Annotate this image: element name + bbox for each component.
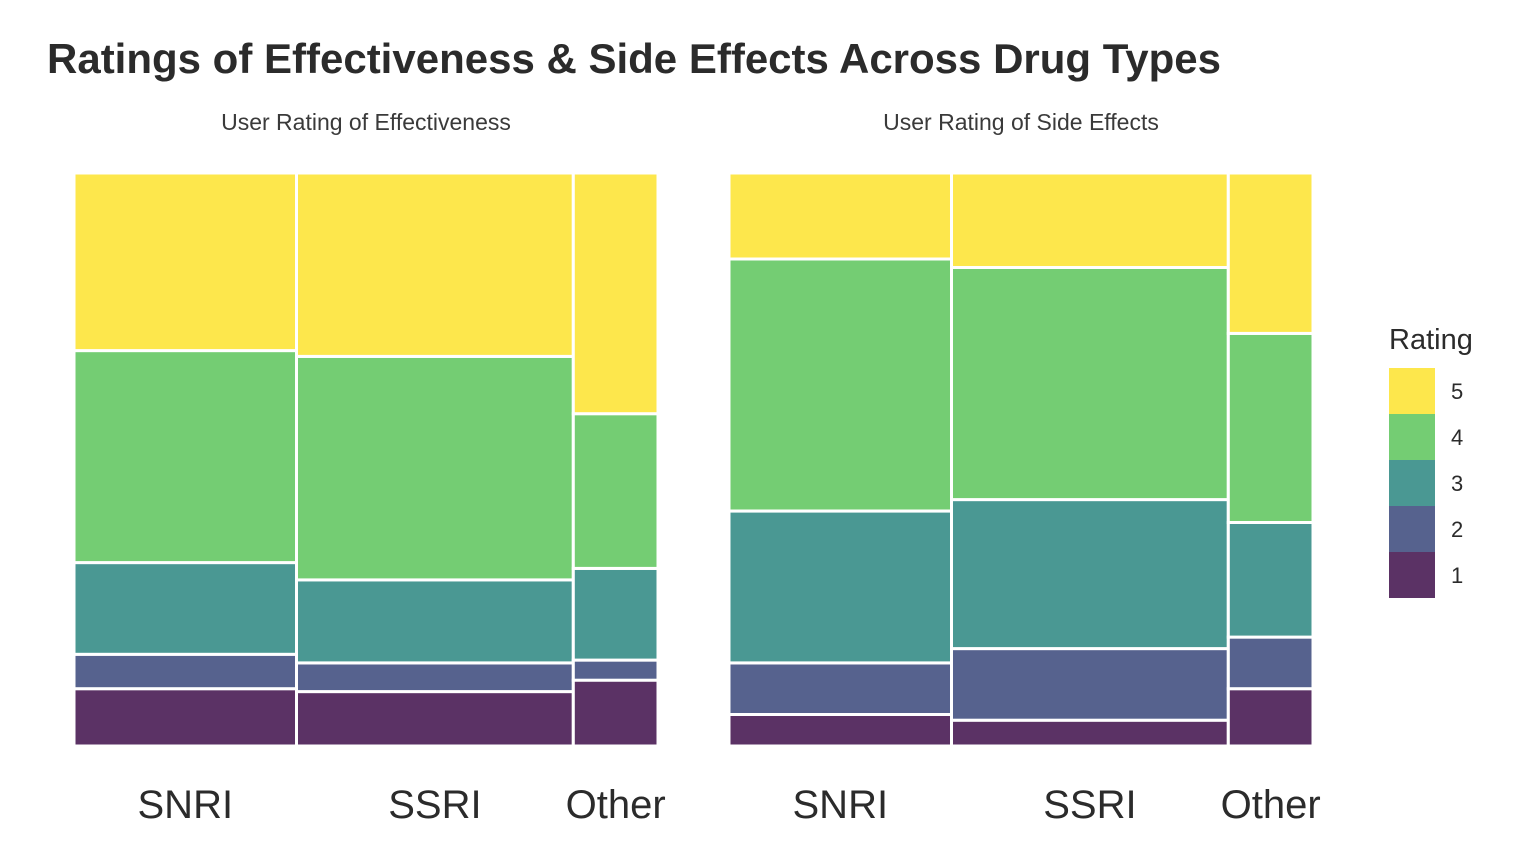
- tiles-side-effects: [727, 171, 1315, 748]
- tile-snri-rating-5: [72, 171, 298, 353]
- panel-title-effectiveness: User Rating of Effectiveness: [221, 109, 511, 135]
- tile-ssri-rating-4: [950, 266, 1230, 502]
- legend-label-5: 5: [1451, 379, 1463, 404]
- x-tick-ssri: SSRI: [388, 783, 481, 827]
- tile-snri-rating-4: [72, 349, 298, 565]
- tile-other-rating-2: [571, 658, 660, 682]
- legend-items: 5 4 3 2 1: [1389, 368, 1463, 598]
- x-ticks-side-effects: SNRI SSRI Other: [793, 783, 1321, 827]
- panel-effectiveness: User Rating of Effectiveness SNRI SSRI Oth…: [72, 109, 666, 827]
- tile-snri-rating-1: [72, 687, 298, 748]
- tile-ssri-rating-3: [950, 498, 1230, 651]
- legend-swatch-4: [1389, 414, 1435, 460]
- tile-ssri-rating-1: [295, 690, 575, 748]
- tile-other-rating-5: [1226, 171, 1315, 335]
- tile-other-rating-3: [1226, 521, 1315, 639]
- chart-title: Ratings of Effectiveness & Side Effects …: [47, 35, 1221, 82]
- tile-snri-rating-2: [727, 661, 953, 717]
- x-tick-other: Other: [566, 783, 666, 827]
- panel-title-side-effects: User Rating of Side Effects: [883, 109, 1159, 135]
- legend-swatch-5: [1389, 368, 1435, 414]
- tile-other-rating-4: [1226, 331, 1315, 524]
- legend-label-3: 3: [1451, 471, 1463, 496]
- tile-snri-rating-3: [72, 561, 298, 656]
- tiles-effectiveness: [72, 171, 660, 748]
- tile-ssri-rating-4: [295, 354, 575, 582]
- tile-snri-rating-4: [727, 257, 953, 513]
- tile-ssri-rating-5: [950, 171, 1230, 269]
- tile-other-rating-3: [571, 566, 660, 662]
- x-tick-snri: SNRI: [138, 783, 234, 827]
- tile-other-rating-1: [571, 678, 660, 748]
- legend: Rating 5 4 3 2 1: [1389, 324, 1473, 598]
- legend-label-2: 2: [1451, 517, 1463, 542]
- tile-other-rating-1: [1226, 687, 1315, 748]
- tile-ssri-rating-3: [295, 578, 575, 665]
- legend-label-4: 4: [1451, 425, 1463, 450]
- tile-snri-rating-3: [727, 509, 953, 665]
- legend-swatch-2: [1389, 506, 1435, 552]
- legend-label-1: 1: [1451, 563, 1463, 588]
- tile-other-rating-5: [571, 171, 660, 416]
- tile-ssri-rating-2: [950, 647, 1230, 722]
- tile-other-rating-2: [1226, 635, 1315, 691]
- legend-title: Rating: [1389, 324, 1473, 356]
- panel-side-effects: User Rating of Side Effects SNRI SSRI Othe…: [727, 109, 1321, 827]
- x-tick-snri: SNRI: [793, 783, 889, 827]
- tile-ssri-rating-5: [295, 171, 575, 358]
- tile-ssri-rating-1: [950, 718, 1230, 748]
- tile-snri-rating-1: [727, 713, 953, 748]
- x-tick-other: Other: [1221, 783, 1321, 827]
- x-ticks-effectiveness: SNRI SSRI Other: [138, 783, 666, 827]
- tile-ssri-rating-2: [295, 661, 575, 694]
- x-tick-ssri: SSRI: [1043, 783, 1136, 827]
- tile-snri-rating-5: [727, 171, 953, 261]
- legend-swatch-3: [1389, 460, 1435, 506]
- tile-snri-rating-2: [72, 652, 298, 691]
- legend-swatch-1: [1389, 552, 1435, 598]
- tile-other-rating-4: [571, 412, 660, 570]
